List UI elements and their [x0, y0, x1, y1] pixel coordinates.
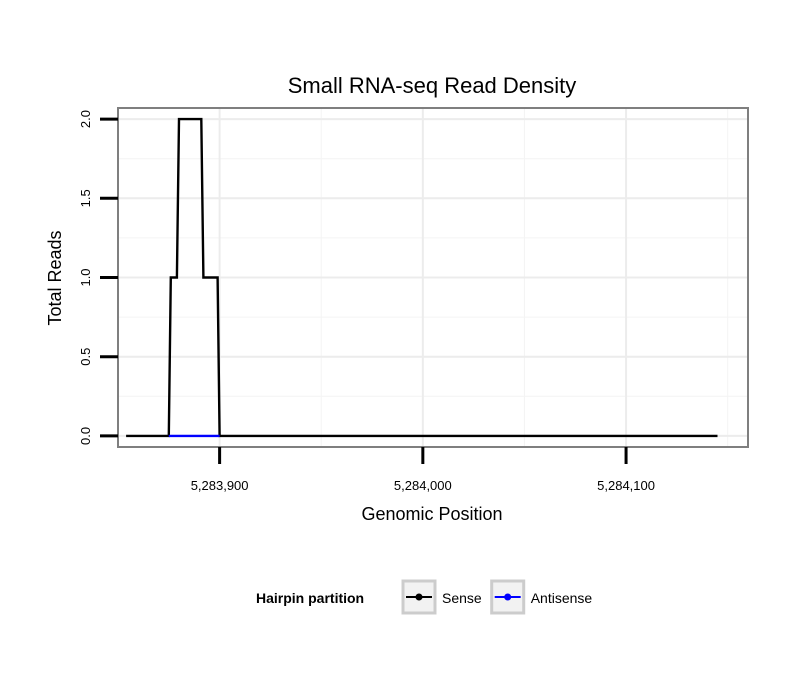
x-tick-label: 5,283,900: [191, 478, 249, 493]
series-line-sense: [126, 117, 718, 438]
x-axis-label: Genomic Position: [361, 504, 502, 524]
legend-title: Hairpin partition: [256, 590, 364, 606]
legend-key-point: [415, 593, 423, 601]
x-tick-label: 5,284,100: [597, 478, 655, 493]
legend-label: Antisense: [531, 590, 593, 606]
y-tick-label: 0.0: [78, 427, 93, 445]
legend-label: Sense: [442, 590, 482, 606]
legend: Hairpin partition Sense Antisense: [256, 579, 593, 615]
y-tick-label: 1.5: [78, 189, 93, 207]
legend-item-sense: Sense: [401, 579, 482, 615]
series-layer: [126, 117, 718, 438]
legend-item-antisense: Antisense: [490, 579, 593, 615]
y-axis-label: Total Reads: [45, 230, 65, 325]
y-tick-label: 2.0: [78, 110, 93, 128]
chart-title: Small RNA-seq Read Density: [288, 73, 577, 98]
y-tick-label: 1.0: [78, 268, 93, 286]
x-axis-ticks: 5,283,900 5,284,000 5,284,100: [191, 447, 655, 493]
x-tick-label: 5,284,000: [394, 478, 452, 493]
y-tick-label: 0.5: [78, 348, 93, 366]
y-axis-ticks: 0.0 0.5 1.0 1.5 2.0: [78, 110, 118, 445]
legend-key-point: [504, 593, 512, 601]
